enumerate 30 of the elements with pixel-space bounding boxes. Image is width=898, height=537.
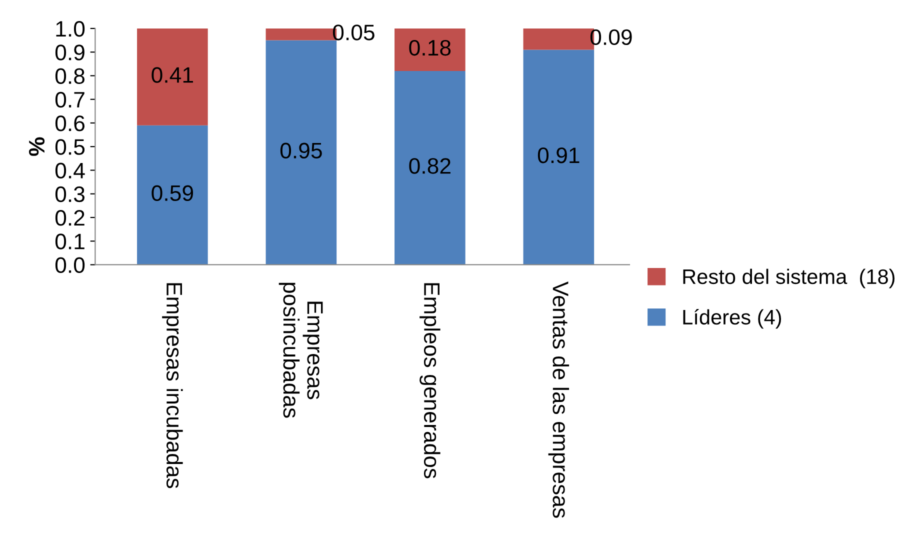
data-label: 0.18 [409,40,451,56]
y-tick-label: 0.9 [55,44,84,60]
y-tick-label: 0.1 [55,234,84,250]
bar [523,50,594,265]
y-tick-label: 0.3 [55,186,84,202]
y-tick-label: 0.6 [55,116,84,132]
bar [266,40,337,265]
y-axis-title: % [28,137,45,156]
data-label: 0.41 [152,67,193,83]
legend-label: Líderes (4) [683,309,782,329]
data-label: 0.95 [280,142,322,158]
bar [137,125,208,265]
y-tick-label: 0.5 [55,139,85,155]
bar [137,28,208,126]
x-tick-label: Empleos generados [420,283,440,478]
x-tick-label: Empresas incubadas [162,283,183,488]
y-tick-label: 0.8 [55,68,84,84]
legend-label: Resto del sistema (18) [683,268,894,288]
y-tick-label: 1.0 [56,20,85,37]
y-tick-label: 0.4 [55,162,85,178]
y-tick-label: 0.0 [55,257,85,274]
bar [394,28,466,71]
data-label: 0.59 [152,185,194,202]
data-label: 0.82 [409,158,450,174]
y-tick-label: 0.7 [55,92,84,108]
y-tick-label: 0.2 [55,210,84,226]
x-tick-label: Ventas de las empresas [548,282,570,518]
bar [394,70,466,265]
data-label: 0.91 [538,147,580,164]
x-tick-label: Empresas posincubadas [278,282,323,418]
